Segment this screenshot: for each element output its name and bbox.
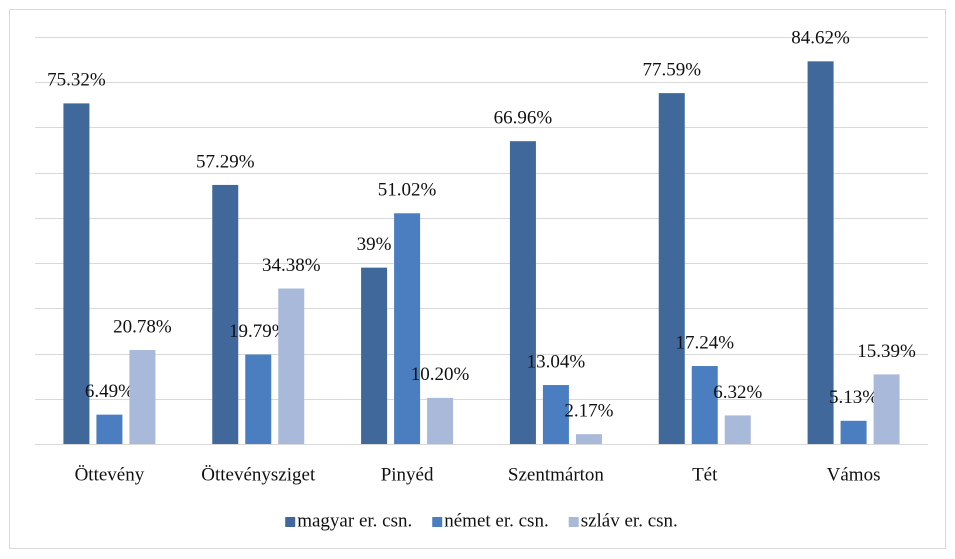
bar [63, 103, 90, 444]
data-label: 5.13% [829, 387, 878, 408]
legend-item: magyar er. csn. [285, 510, 412, 531]
data-label: 51.02% [378, 180, 437, 201]
x-tick-label: Öttevénysziget [201, 464, 316, 485]
x-tick-label: Öttevény [75, 464, 145, 485]
data-label: 17.24% [675, 332, 734, 353]
data-label: 13.04% [527, 351, 586, 372]
bar [394, 213, 421, 444]
data-label: 84.62% [791, 28, 850, 49]
data-label: 77.59% [642, 59, 701, 80]
bar [542, 385, 569, 444]
bar [278, 288, 305, 444]
legend-label: szláv er. csn. [581, 510, 678, 531]
data-label: 15.39% [857, 341, 916, 362]
data-label: 57.29% [196, 151, 255, 172]
x-tick-label: Szentmárton [508, 464, 605, 485]
bar [212, 184, 239, 445]
bar [691, 366, 718, 444]
bar [96, 414, 123, 444]
data-label: 19.79% [229, 321, 288, 342]
data-label: 10.20% [411, 364, 470, 385]
x-tick-label: Tét [692, 464, 718, 485]
data-label: 39% [357, 234, 392, 255]
data-label: 66.96% [494, 108, 553, 129]
bar [245, 354, 272, 444]
bar [873, 374, 900, 444]
bar [361, 267, 388, 444]
data-label: 75.32% [47, 70, 106, 91]
data-label: 34.38% [262, 255, 321, 276]
chart-frame [9, 9, 946, 549]
bar [658, 93, 685, 444]
legend-label: magyar er. csn. [297, 510, 412, 531]
legend-label: német er. csn. [444, 510, 548, 531]
legend-swatch [285, 517, 296, 527]
legend-swatch [432, 517, 443, 527]
data-label: 6.49% [85, 381, 134, 402]
bar [724, 415, 751, 444]
legend-item: szláv er. csn. [568, 510, 678, 531]
bar [575, 434, 602, 444]
x-tick-label: Pinyéd [381, 464, 434, 485]
bar [807, 61, 834, 444]
data-label: 20.78% [113, 316, 172, 337]
bar [840, 420, 867, 444]
bar [129, 350, 156, 444]
x-tick-label: Vámos [827, 464, 881, 485]
data-label: 6.32% [713, 382, 762, 403]
data-label: 2.17% [564, 401, 613, 422]
bar [509, 141, 536, 444]
legend-swatch [568, 517, 579, 527]
bar [427, 397, 454, 444]
legend-item: német er. csn. [432, 510, 549, 531]
